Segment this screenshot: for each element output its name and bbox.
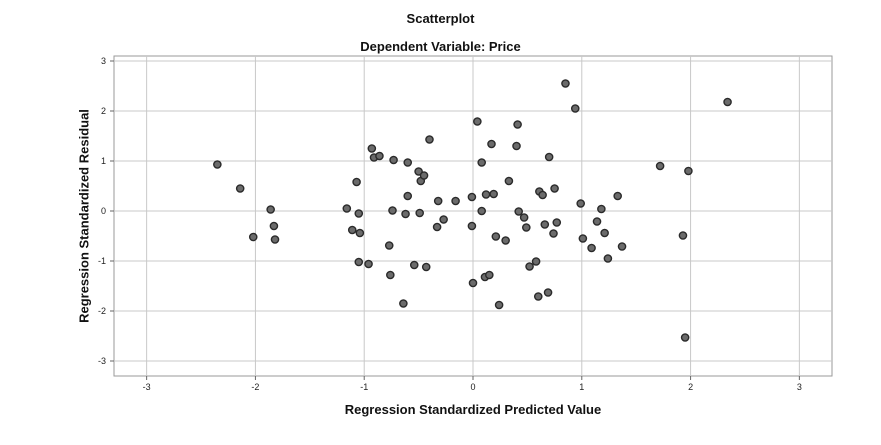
data-point <box>477 158 487 167</box>
data-point <box>409 260 419 270</box>
y-tick-label: -1 <box>98 256 106 266</box>
data-point <box>544 152 554 162</box>
data-point <box>550 184 559 193</box>
data-point <box>419 171 429 180</box>
data-point <box>531 257 541 266</box>
data-point <box>617 242 627 251</box>
data-point <box>467 221 477 231</box>
y-tick-label: -2 <box>98 306 106 316</box>
data-point <box>439 215 448 224</box>
data-point <box>403 191 413 201</box>
y-tick-label: -3 <box>98 356 106 366</box>
grid-lines <box>114 56 832 376</box>
data-point <box>519 213 529 222</box>
data-point <box>386 270 395 280</box>
data-point <box>525 262 534 271</box>
data-point <box>473 117 482 126</box>
x-tick-label: -2 <box>251 382 259 392</box>
y-tick-label: 1 <box>101 156 106 166</box>
data-point <box>347 225 357 235</box>
data-point <box>680 333 690 342</box>
x-tick-label: -3 <box>143 382 151 392</box>
axis-ticks: -3 -2 -1 0 1 2 3 -3 -2 -1 0 1 2 3 <box>98 56 802 392</box>
x-tick-label: 3 <box>797 382 802 392</box>
chart-title: Scatterplot <box>406 11 475 26</box>
data-point <box>504 176 514 186</box>
data-point <box>613 191 622 201</box>
data-point <box>561 79 570 88</box>
data-point <box>375 151 384 161</box>
data-point <box>538 190 547 200</box>
data-points <box>213 79 732 342</box>
data-point <box>723 97 732 107</box>
y-tick-label: 2 <box>101 106 106 116</box>
chart-subtitle: Dependent Variable: Price <box>360 39 521 54</box>
data-point <box>655 161 665 171</box>
x-tick-label: -1 <box>360 382 368 392</box>
data-point <box>235 184 245 193</box>
data-point <box>421 262 431 272</box>
data-point <box>388 206 397 215</box>
data-point <box>425 135 434 144</box>
data-point <box>354 257 364 267</box>
data-point <box>481 190 491 199</box>
data-point <box>354 209 364 218</box>
data-point <box>485 270 494 280</box>
data-point <box>399 299 408 308</box>
data-point <box>451 196 460 206</box>
data-point <box>415 208 424 218</box>
data-point <box>552 218 562 227</box>
data-point <box>270 235 280 244</box>
data-point <box>342 204 352 213</box>
data-point <box>364 259 373 269</box>
data-point <box>213 160 222 169</box>
data-point <box>494 300 504 310</box>
data-point <box>384 241 394 250</box>
data-point <box>513 120 522 129</box>
data-point <box>578 234 588 243</box>
data-point <box>512 141 521 151</box>
data-point <box>543 288 553 297</box>
x-axis-label: Regression Standardized Predicted Value <box>344 402 602 417</box>
data-point <box>576 199 586 208</box>
data-point <box>489 189 498 199</box>
data-point <box>401 209 410 219</box>
data-point <box>433 196 443 206</box>
data-point <box>678 231 688 240</box>
data-point <box>432 222 442 232</box>
data-point <box>468 278 478 288</box>
data-point <box>487 139 496 149</box>
data-point <box>540 220 550 229</box>
data-point <box>603 254 613 263</box>
data-point <box>570 104 580 113</box>
data-point <box>600 228 609 238</box>
x-tick-label: 0 <box>470 382 475 392</box>
data-point <box>355 228 365 238</box>
data-point <box>248 232 258 242</box>
data-point <box>501 236 510 245</box>
data-point <box>389 155 398 165</box>
data-point <box>592 217 602 226</box>
x-tick-label: 1 <box>579 382 584 392</box>
data-point <box>477 206 487 216</box>
x-tick-label: 2 <box>688 382 693 392</box>
data-point <box>597 204 606 214</box>
data-point <box>367 144 377 153</box>
data-point <box>514 207 523 216</box>
data-point <box>467 192 477 202</box>
data-point <box>352 177 361 187</box>
data-point <box>266 205 275 214</box>
data-point <box>684 166 693 176</box>
data-point <box>533 292 543 301</box>
data-point <box>269 221 279 231</box>
data-point <box>587 243 596 253</box>
data-point <box>549 229 558 238</box>
data-point <box>522 223 531 232</box>
y-axis-label: Regression Standardized Residual <box>76 109 92 323</box>
y-tick-label: 3 <box>101 56 106 66</box>
y-tick-label: 0 <box>101 206 106 216</box>
data-point <box>491 232 501 241</box>
data-point <box>403 158 413 167</box>
